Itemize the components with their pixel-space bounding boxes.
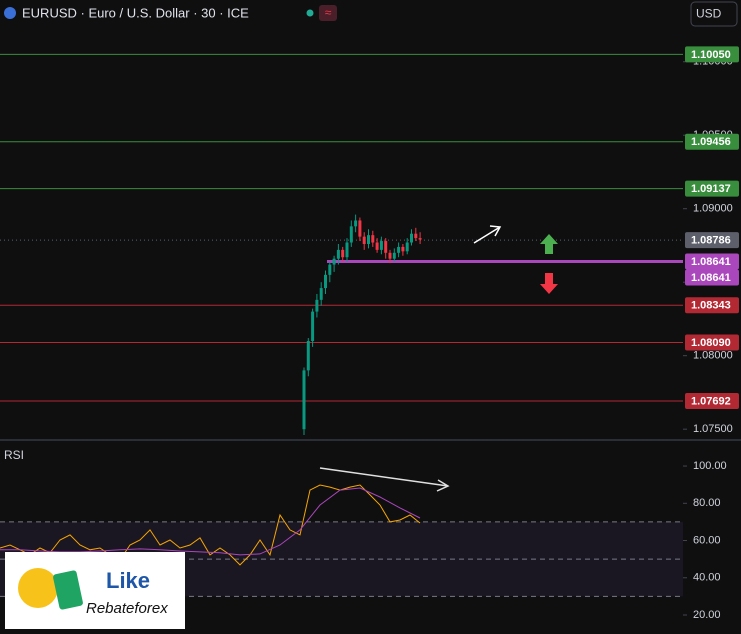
pane-title: RSI — [4, 448, 24, 462]
price-label-box — [685, 232, 739, 249]
price-label: 1.09137 — [691, 183, 731, 195]
drawing-label: 1.08641 — [691, 272, 731, 284]
price-label: 1.08090 — [691, 337, 731, 349]
logo-note — [53, 570, 83, 610]
trend-arrow — [473, 225, 502, 244]
y-tick-label: 60.00 — [693, 534, 721, 546]
candle-body — [354, 220, 358, 227]
candle-body — [379, 241, 383, 250]
price-label: 1.09456 — [691, 136, 731, 148]
candle-body — [336, 249, 340, 259]
y-tick-label: 1.07500 — [693, 423, 733, 435]
price-label-box — [685, 334, 739, 351]
candle-body — [319, 288, 323, 300]
symbol-icon — [4, 7, 16, 19]
candle-body — [388, 252, 392, 259]
logo-face — [18, 568, 58, 608]
y-tick-label: 80.00 — [693, 497, 721, 509]
price-label: 1.08343 — [691, 300, 731, 312]
candle-body — [345, 242, 349, 258]
candle-body — [397, 246, 401, 253]
chart-title: EURUSD · Euro / U.S. Dollar · 30 · ICE — [22, 5, 249, 20]
y-tick-label: 100.00 — [693, 460, 727, 472]
price-label-box — [685, 180, 739, 197]
candle-body — [375, 242, 379, 250]
y-tick-label: 20.00 — [693, 609, 721, 621]
logo-brand: Rebateforex — [86, 600, 168, 617]
rsi-line — [0, 484, 421, 566]
y-tick-label: 40.00 — [693, 572, 721, 584]
candle-body — [405, 242, 409, 252]
rsi-line — [0, 487, 421, 556]
price-label: 1.10050 — [691, 49, 731, 61]
candle-body — [410, 233, 413, 243]
candle-body — [384, 241, 388, 253]
candle-body — [328, 264, 332, 275]
candle-body — [324, 274, 327, 289]
price-label-box — [685, 253, 739, 270]
candle-body — [358, 220, 362, 237]
candle-body — [418, 238, 422, 240]
currency-button[interactable] — [690, 1, 738, 27]
price-label: 1.07692 — [691, 395, 731, 407]
currency-text[interactable]: USD — [696, 7, 722, 21]
candle-body — [401, 246, 405, 252]
price-label: 1.08641 — [691, 256, 731, 268]
logo-like: Like — [106, 568, 150, 593]
y-tick-label: 1.09000 — [693, 203, 733, 215]
candle-body — [371, 235, 375, 243]
price-label: 1.08786 — [691, 235, 731, 247]
candle-body — [367, 235, 370, 244]
candle-body — [392, 252, 396, 259]
up-arrow — [540, 234, 558, 254]
candle-body — [349, 226, 353, 243]
candle-body — [302, 370, 306, 430]
divergence-arrow — [319, 467, 450, 492]
candle-body — [341, 249, 345, 258]
label-layer: 1.10050 1.09456 1.09137 1.08786 1.08641 1.086… — [4, 46, 739, 462]
price-label-box — [685, 46, 739, 63]
candle-body — [362, 236, 366, 244]
candle-body — [306, 340, 310, 371]
down-arrow — [540, 273, 558, 294]
market-status — [306, 9, 314, 17]
delay-badge — [319, 5, 337, 21]
price-label-box — [685, 133, 739, 150]
y-tick-label: 1.08000 — [693, 350, 733, 362]
drawing-label-box — [685, 269, 739, 286]
price-label-box — [685, 297, 739, 314]
candle-body — [315, 299, 319, 312]
delay-icon: ≈ — [325, 6, 332, 20]
candle-body — [414, 233, 418, 239]
price-label-box — [685, 392, 739, 409]
candle-body — [332, 258, 336, 265]
candle-body — [311, 311, 315, 341]
